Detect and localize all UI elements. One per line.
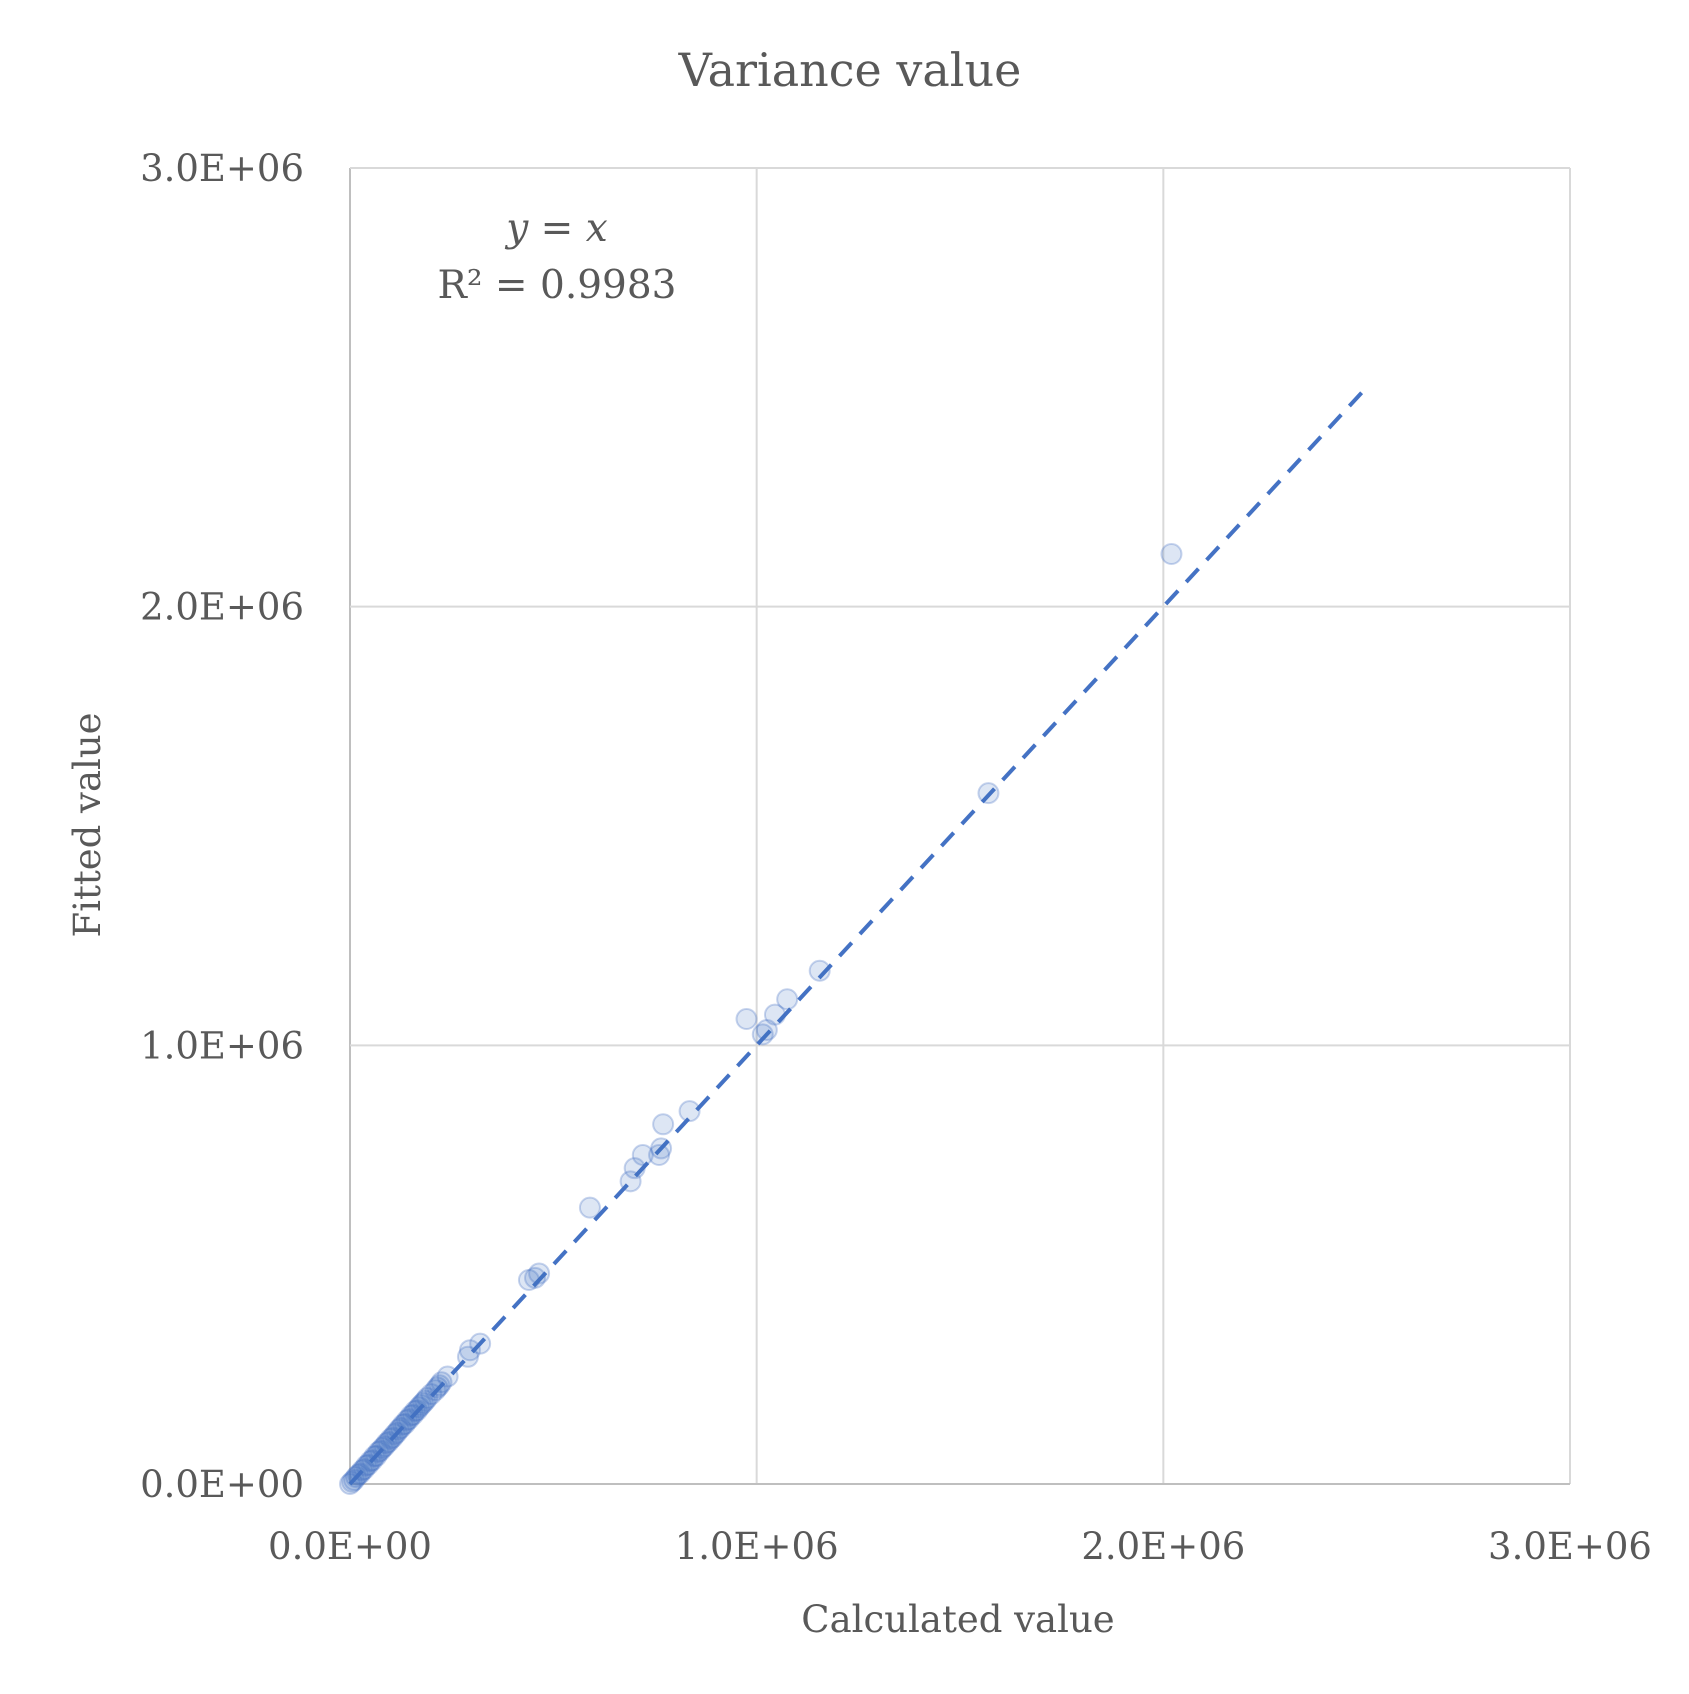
data-point [751,1023,774,1046]
y-tick-label: 2.0E+06 [140,586,304,629]
data-point [377,1430,400,1453]
data-point [353,1458,376,1481]
chart-title: Variance value [678,43,1022,97]
data-point [808,959,831,982]
data-point [1160,543,1183,566]
data-point [395,1409,418,1432]
data-point [623,1157,646,1180]
data-point [458,1339,481,1362]
data-point [430,1371,453,1394]
data-point [365,1444,388,1467]
data-point [469,1332,492,1355]
data-point [456,1345,479,1368]
data-point [426,1376,449,1399]
data-point [355,1454,378,1477]
trendline [348,385,1369,1486]
data-point [345,1465,368,1488]
trendline-layer [348,385,1369,1486]
x-tick-label: 1.0E+06 [675,1525,839,1568]
data-point [371,1437,394,1460]
annotation-r-squared: R² = 0.9983 [438,263,677,308]
data-point [349,1462,372,1485]
data-point [755,1018,778,1041]
data-point [631,1144,654,1166]
data-point [389,1416,412,1439]
annotation-equation: y = x [504,206,608,251]
data-point [404,1400,427,1423]
data-point [763,1003,786,1026]
data-point [776,988,799,1011]
data-point [408,1396,431,1419]
data-point [373,1435,396,1458]
data-point [406,1399,429,1422]
data-point [517,1269,540,1292]
data-point [619,1170,642,1193]
data-point [424,1379,447,1402]
data-point [416,1387,439,1410]
y-tick-label: 1.0E+06 [140,1024,304,1067]
data-point [375,1432,398,1455]
data-point [379,1427,402,1450]
data-point [436,1365,459,1388]
data-point [347,1463,370,1486]
data-point [357,1453,380,1476]
data-point [650,1137,673,1160]
tick-layer: 0.0E+00 1.0E+06 2.0E+06 3.0E+06 0.0E+00 1.0E+… [140,147,1652,1568]
data-point [385,1421,408,1444]
data-point [391,1413,414,1436]
y-axis-title: Fitted value [66,712,109,937]
data-point [528,1262,551,1285]
x-tick-label: 2.0E+06 [1081,1525,1245,1568]
data-point [652,1113,675,1136]
data-point [402,1403,425,1426]
data-point [414,1389,437,1412]
data-point [363,1445,386,1468]
point-layer [339,543,1183,1495]
grid-layer [349,167,1571,1485]
data-point [393,1412,416,1435]
x-tick-label: 3.0E+06 [1488,1525,1652,1568]
data-point [735,1008,758,1031]
data-point [367,1440,390,1463]
data-point [369,1439,392,1462]
data-point [977,782,1000,805]
data-point [343,1469,366,1492]
data-point [339,1473,361,1495]
data-point [420,1383,443,1406]
data-point [397,1408,420,1431]
data-point [428,1374,451,1397]
data-point [578,1196,601,1219]
data-point [524,1266,547,1289]
data-point [648,1144,671,1166]
y-tick-label: 0.0E+00 [140,1463,304,1506]
data-point [361,1449,384,1472]
data-point [381,1426,404,1449]
y-tick-label: 3.0E+06 [140,147,304,190]
data-point [359,1450,382,1473]
data-point [341,1470,364,1493]
data-point [400,1404,422,1427]
data-point [410,1394,433,1417]
x-tick-label: 0.0E+00 [268,1525,432,1568]
data-point [351,1459,374,1482]
data-point [387,1418,410,1441]
data-point [412,1391,435,1414]
data-point [678,1100,701,1123]
data-point [383,1423,406,1446]
x-axis-title: Calculated value [801,1598,1114,1641]
